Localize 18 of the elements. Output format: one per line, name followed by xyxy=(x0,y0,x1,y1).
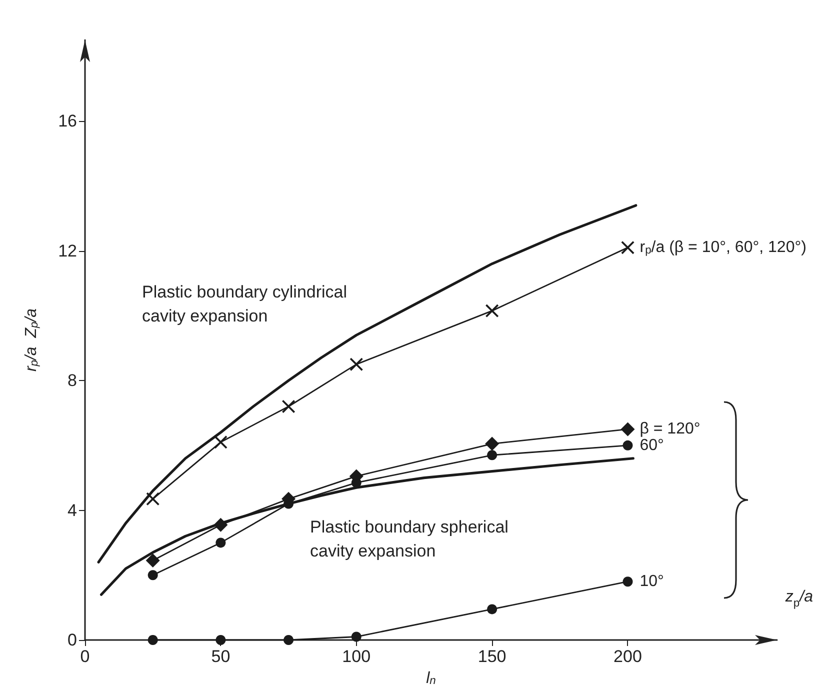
y-axis-title: rp/a Zp/a xyxy=(23,308,40,372)
y-tick-label: 16 xyxy=(58,112,77,131)
x-tick-label: 50 xyxy=(211,647,230,666)
x-tick-label: 150 xyxy=(478,647,506,666)
series-label: β = 120° xyxy=(640,420,700,438)
series-label: 60° xyxy=(640,436,664,454)
annotation: Plastic boundary spherical cavity expansion xyxy=(310,518,508,560)
series-label: 10° xyxy=(640,573,664,590)
x-tick-label: 200 xyxy=(614,647,642,666)
y-tick-label: 12 xyxy=(58,241,77,260)
x-axis-title: ln xyxy=(426,670,436,688)
x-tick-label: 100 xyxy=(342,647,371,666)
annotation: Plastic boundary cylindrical cavity expansion xyxy=(142,282,348,326)
series-label: rp/a (β = 10°, 60°, 120°) xyxy=(640,239,806,256)
y-tick-label: 8 xyxy=(68,371,77,390)
x-tick-label: 0 xyxy=(80,647,90,666)
y-tick-label: 4 xyxy=(68,500,77,520)
y-tick-label: 0 xyxy=(68,630,77,650)
